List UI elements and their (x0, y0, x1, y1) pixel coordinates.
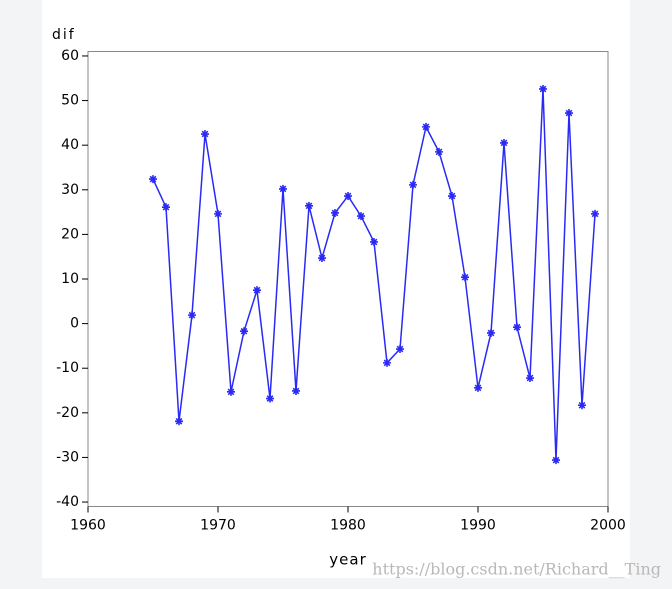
marker (539, 84, 547, 93)
marker (331, 208, 339, 217)
y-tick-label: -40 (56, 494, 79, 510)
marker (435, 147, 443, 156)
marker (214, 209, 222, 218)
marker (201, 130, 209, 139)
marker (448, 192, 456, 201)
marker (409, 180, 417, 189)
marker (552, 456, 560, 465)
marker (318, 254, 326, 263)
y-tick-label: 20 (61, 226, 79, 242)
y-tick-label: -30 (56, 449, 79, 465)
chart-panel (42, 0, 630, 578)
y-tick-label: -10 (56, 360, 79, 376)
y-tick-label: -20 (56, 405, 79, 421)
y-axis-label: dif (52, 27, 76, 43)
marker (396, 345, 404, 354)
marker (188, 311, 196, 320)
marker (526, 374, 534, 383)
y-tick-label: 30 (61, 182, 79, 198)
marker (240, 327, 248, 336)
x-tick-label: 1980 (330, 518, 366, 534)
marker (591, 209, 599, 218)
marker (357, 212, 365, 221)
marker (487, 328, 495, 337)
marker (383, 358, 391, 367)
x-tick-label: 1960 (70, 518, 106, 534)
x-tick-label: 1990 (460, 518, 496, 534)
marker (266, 394, 274, 403)
marker (175, 417, 183, 426)
marker (253, 286, 261, 295)
marker (344, 192, 352, 201)
y-tick-label: 0 (70, 316, 79, 332)
marker (279, 184, 287, 193)
y-tick-label: 40 (61, 137, 79, 153)
marker (474, 383, 482, 392)
marker (565, 109, 573, 118)
marker (513, 323, 521, 332)
y-tick-label: 60 (61, 48, 79, 64)
marker (292, 386, 300, 395)
x-tick-label: 2000 (590, 518, 626, 534)
marker (149, 175, 157, 184)
x-tick-label: 1970 (200, 518, 236, 534)
marker (422, 122, 430, 131)
marker (461, 273, 469, 282)
marker (370, 237, 378, 246)
marker (305, 201, 313, 210)
y-tick-label: 10 (61, 271, 79, 287)
watermark: https://blog.csdn.net/Richard__Ting (372, 560, 661, 579)
marker (500, 138, 508, 147)
marker (578, 401, 586, 410)
marker (227, 387, 235, 396)
x-axis-label: year (329, 551, 366, 569)
y-tick-label: 50 (61, 93, 79, 109)
marker (162, 203, 170, 212)
